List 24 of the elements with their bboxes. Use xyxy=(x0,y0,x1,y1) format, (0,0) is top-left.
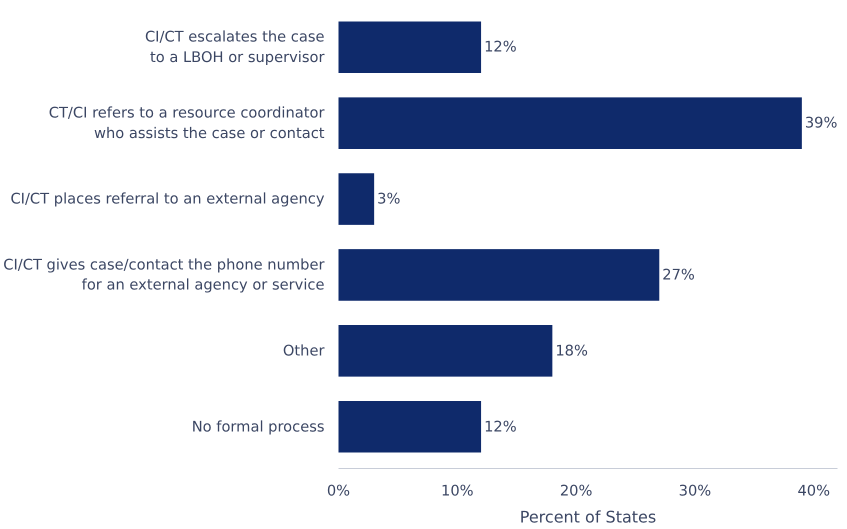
x-tick-label: 20% xyxy=(560,482,592,500)
bar xyxy=(338,97,802,149)
data-label: 3% xyxy=(377,190,400,208)
x-axis-title: Percent of States xyxy=(520,508,656,526)
y-tick-label: CI/CT escalates the case to a LBOH or supervisor xyxy=(144,28,326,66)
bar xyxy=(338,325,552,377)
data-label: 12% xyxy=(484,38,517,56)
bar xyxy=(338,21,482,74)
bar xyxy=(338,249,660,301)
y-tick-label: CT/CI refers to a resource coordinator who assists the case or contact xyxy=(48,104,326,142)
y-tick-label: CI/CT gives case/contact the phone number for an external agency or service xyxy=(3,256,326,294)
data-label: 18% xyxy=(555,342,588,360)
x-tick-label: 0% xyxy=(326,482,350,500)
data-label: 39% xyxy=(804,114,838,132)
bar xyxy=(338,173,374,225)
y-tick-label: CI/CT places referral to an external agency xyxy=(10,190,325,208)
y-tick-label: No formal process xyxy=(192,418,325,436)
x-tick-label: 30% xyxy=(678,482,712,500)
x-tick-label: 10% xyxy=(441,482,474,500)
data-label: 12% xyxy=(484,418,517,436)
bar xyxy=(338,400,482,453)
data-label: 27% xyxy=(662,266,695,284)
y-tick-label: Other xyxy=(282,342,326,360)
x-tick-label: 40% xyxy=(797,482,830,500)
